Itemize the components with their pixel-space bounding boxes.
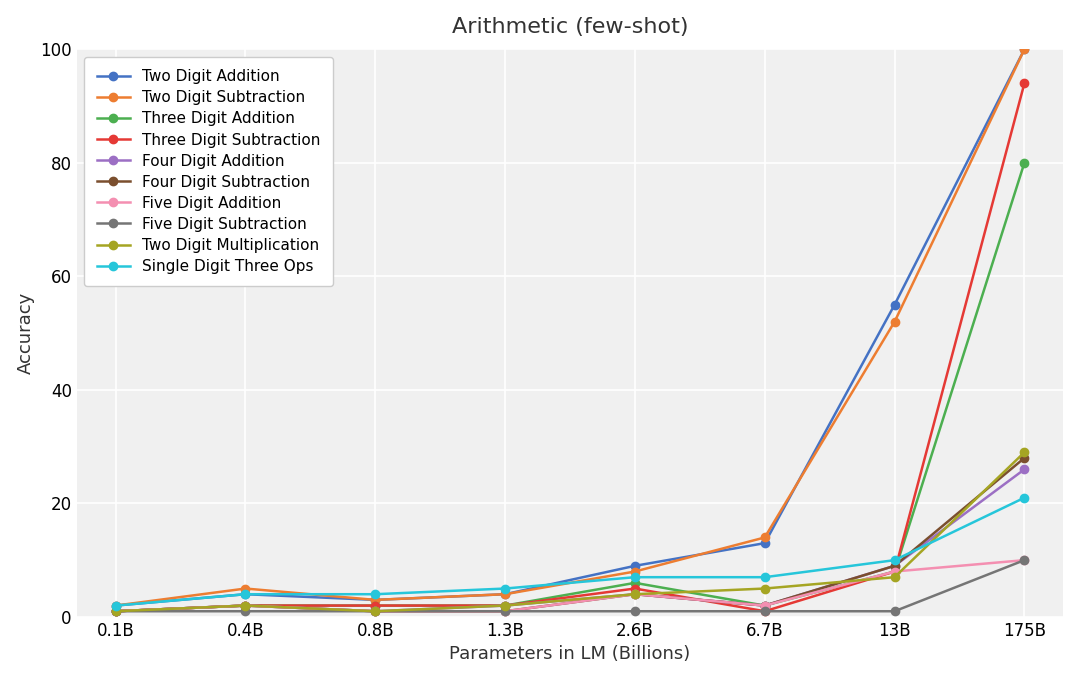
Five Digit Subtraction (629, 607, 642, 615)
Two Digit Subtraction (629, 567, 642, 575)
Five Digit Addition (109, 607, 122, 615)
Three Digit Subtraction (758, 607, 771, 615)
Legend: Two Digit Addition, Two Digit Subtraction, Three Digit Addition, Three Digit Sub: Two Digit Addition, Two Digit Subtractio… (84, 57, 333, 286)
X-axis label: Parameters in LM (Billions): Parameters in LM (Billions) (449, 645, 690, 663)
Line: Three Digit Addition: Three Digit Addition (111, 158, 1028, 615)
Four Digit Subtraction (109, 607, 122, 615)
Four Digit Addition (1018, 465, 1031, 473)
Single Digit Three Ops (888, 556, 901, 564)
Two Digit Subtraction (888, 318, 901, 326)
Five Digit Subtraction (109, 607, 122, 615)
Four Digit Addition (368, 607, 381, 615)
Two Digit Addition (758, 539, 771, 547)
Two Digit Subtraction (109, 602, 122, 610)
Three Digit Subtraction (888, 567, 901, 575)
Four Digit Addition (109, 607, 122, 615)
Single Digit Three Ops (109, 602, 122, 610)
Five Digit Subtraction (368, 607, 381, 615)
Single Digit Three Ops (239, 590, 252, 598)
Three Digit Addition (758, 602, 771, 610)
Two Digit Multiplication (758, 584, 771, 592)
Line: Four Digit Subtraction: Four Digit Subtraction (111, 454, 1028, 615)
Line: Three Digit Subtraction: Three Digit Subtraction (111, 80, 1028, 615)
Four Digit Subtraction (368, 607, 381, 615)
Two Digit Multiplication (368, 607, 381, 615)
Five Digit Addition (368, 607, 381, 615)
Line: Two Digit Subtraction: Two Digit Subtraction (111, 45, 1028, 610)
Five Digit Addition (758, 602, 771, 610)
Five Digit Subtraction (499, 607, 512, 615)
Five Digit Addition (239, 602, 252, 610)
Four Digit Addition (629, 590, 642, 598)
Five Digit Subtraction (1018, 556, 1031, 564)
Line: Two Digit Addition: Two Digit Addition (111, 45, 1028, 610)
Four Digit Subtraction (239, 602, 252, 610)
Two Digit Addition (629, 562, 642, 570)
Single Digit Three Ops (758, 573, 771, 581)
Line: Two Digit Multiplication: Two Digit Multiplication (111, 448, 1028, 615)
Two Digit Addition (239, 590, 252, 598)
Three Digit Subtraction (499, 602, 512, 610)
Five Digit Addition (888, 567, 901, 575)
Four Digit Addition (888, 562, 901, 570)
Single Digit Three Ops (1018, 494, 1031, 502)
Three Digit Addition (499, 602, 512, 610)
Two Digit Subtraction (499, 590, 512, 598)
Five Digit Subtraction (888, 607, 901, 615)
Two Digit Addition (499, 590, 512, 598)
Single Digit Three Ops (499, 584, 512, 592)
Five Digit Addition (1018, 556, 1031, 564)
Two Digit Addition (368, 596, 381, 604)
Single Digit Three Ops (629, 573, 642, 581)
Five Digit Subtraction (758, 607, 771, 615)
Three Digit Subtraction (1018, 80, 1031, 88)
Two Digit Subtraction (1018, 46, 1031, 54)
Three Digit Addition (368, 602, 381, 610)
Three Digit Addition (1018, 158, 1031, 167)
Y-axis label: Accuracy: Accuracy (16, 292, 35, 374)
Four Digit Subtraction (499, 607, 512, 615)
Three Digit Addition (629, 579, 642, 587)
Four Digit Subtraction (629, 590, 642, 598)
Two Digit Multiplication (239, 602, 252, 610)
Four Digit Subtraction (758, 602, 771, 610)
Five Digit Subtraction (239, 607, 252, 615)
Two Digit Subtraction (239, 584, 252, 592)
Five Digit Addition (629, 590, 642, 598)
Line: Five Digit Addition: Five Digit Addition (111, 556, 1028, 615)
Four Digit Addition (499, 602, 512, 610)
Three Digit Subtraction (629, 584, 642, 592)
Four Digit Subtraction (1018, 454, 1031, 462)
Single Digit Three Ops (368, 590, 381, 598)
Two Digit Addition (1018, 46, 1031, 54)
Two Digit Addition (888, 301, 901, 309)
Two Digit Multiplication (888, 573, 901, 581)
Line: Five Digit Subtraction: Five Digit Subtraction (111, 556, 1028, 615)
Three Digit Subtraction (368, 602, 381, 610)
Two Digit Subtraction (758, 533, 771, 541)
Three Digit Subtraction (109, 607, 122, 615)
Three Digit Addition (888, 567, 901, 575)
Line: Single Digit Three Ops: Single Digit Three Ops (111, 494, 1028, 610)
Three Digit Subtraction (239, 602, 252, 610)
Four Digit Subtraction (888, 562, 901, 570)
Two Digit Multiplication (1018, 448, 1031, 456)
Three Digit Addition (109, 607, 122, 615)
Two Digit Multiplication (109, 607, 122, 615)
Line: Four Digit Addition: Four Digit Addition (111, 465, 1028, 615)
Two Digit Multiplication (629, 590, 642, 598)
Two Digit Subtraction (368, 596, 381, 604)
Two Digit Multiplication (499, 602, 512, 610)
Two Digit Addition (109, 602, 122, 610)
Five Digit Addition (499, 607, 512, 615)
Three Digit Addition (239, 602, 252, 610)
Title: Arithmetic (few-shot): Arithmetic (few-shot) (451, 17, 688, 37)
Four Digit Addition (758, 602, 771, 610)
Four Digit Addition (239, 602, 252, 610)
